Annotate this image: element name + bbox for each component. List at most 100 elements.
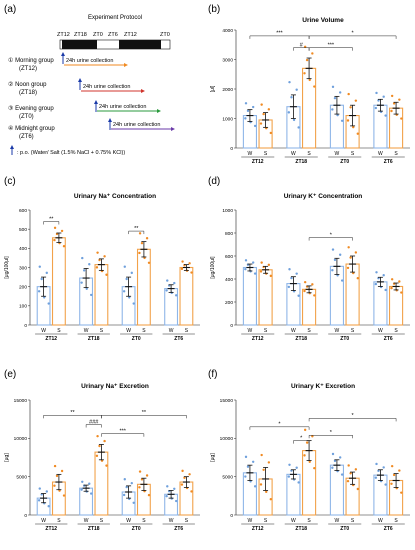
x-category-label-e-ZT18: ZT18 bbox=[88, 526, 100, 532]
point-c bbox=[53, 238, 56, 242]
point-b bbox=[287, 111, 291, 114]
point-d bbox=[400, 291, 403, 294]
point-b bbox=[267, 108, 271, 111]
y-tick-label-c: 0 bbox=[24, 323, 27, 329]
point-f bbox=[347, 464, 350, 467]
timeline-label-zt18: ZT18 bbox=[74, 32, 87, 38]
timeline-bar bbox=[59, 39, 171, 50]
x-category-label-b-ZT0: ZT0 bbox=[340, 159, 349, 165]
point-b bbox=[377, 99, 380, 102]
point-e bbox=[53, 464, 57, 468]
point-c bbox=[181, 260, 184, 263]
point-f bbox=[331, 452, 335, 456]
point-d bbox=[259, 270, 263, 273]
group-1-label: ① Morning group bbox=[8, 57, 54, 64]
point-d bbox=[295, 272, 298, 275]
x-sublabel-e: S bbox=[142, 518, 146, 524]
point-c bbox=[128, 296, 131, 299]
point-e bbox=[55, 474, 59, 478]
point-c bbox=[88, 263, 91, 266]
significance-label-b: * bbox=[352, 31, 355, 37]
point-b bbox=[253, 124, 257, 128]
bar-d-ZT6-W bbox=[373, 281, 388, 326]
group-1-collection-arrow bbox=[124, 63, 128, 67]
timeline-label-zt6: ZT6 bbox=[108, 32, 118, 38]
chart-f: Urinary K⁺ Excretion [μg] 0 5000 10000 15000 W… bbox=[210, 383, 410, 532]
point-d bbox=[340, 279, 344, 282]
x-sublabel-e: S bbox=[57, 518, 61, 524]
timeline-label-zt12: ZT12 bbox=[57, 32, 70, 38]
point-b bbox=[269, 131, 272, 135]
point-e bbox=[180, 483, 184, 486]
bar-d-ZT12-S bbox=[258, 269, 273, 326]
x-sublabel-e: W bbox=[84, 518, 89, 524]
y-tick-label-c: 100 bbox=[19, 304, 27, 310]
x-sublabel-f: S bbox=[394, 518, 398, 524]
point-c bbox=[188, 262, 191, 265]
point-f bbox=[269, 498, 272, 501]
y-tick-label-e: 10000 bbox=[14, 436, 28, 442]
point-e bbox=[122, 493, 126, 497]
point-c bbox=[45, 271, 48, 275]
point-f bbox=[377, 469, 380, 473]
point-e bbox=[138, 470, 142, 473]
x-category-label-d-ZT12: ZT12 bbox=[252, 336, 264, 342]
point-e bbox=[103, 439, 106, 443]
point-b bbox=[260, 103, 263, 106]
point-d bbox=[260, 261, 263, 264]
point-c bbox=[173, 281, 176, 285]
group-3-arrow-head bbox=[94, 100, 98, 104]
bar-c-ZT6-W bbox=[164, 288, 179, 326]
chart-d: Urinary K⁺ Concentration [μg/100μl] 0 200 40… bbox=[210, 193, 410, 342]
point-c bbox=[138, 251, 141, 255]
point-e bbox=[80, 488, 83, 491]
significance-label-b: *** bbox=[276, 31, 283, 37]
group-3-collection-arrow bbox=[157, 109, 161, 113]
point-e bbox=[165, 494, 168, 498]
significance-bracket-f bbox=[308, 435, 353, 439]
point-c bbox=[60, 229, 64, 233]
point-d bbox=[288, 268, 291, 271]
x-sublabel-c: S bbox=[142, 328, 146, 334]
x-sublabel-c: S bbox=[185, 328, 189, 334]
point-d bbox=[287, 285, 291, 289]
point-c bbox=[40, 277, 43, 281]
chart-title-b: Urine Volume bbox=[302, 17, 344, 24]
point-d bbox=[382, 274, 385, 277]
point-d bbox=[251, 261, 255, 264]
point-b bbox=[346, 119, 350, 122]
point-d bbox=[303, 289, 306, 293]
point-d bbox=[297, 294, 300, 297]
point-e bbox=[145, 474, 149, 477]
point-f bbox=[287, 475, 291, 478]
point-d bbox=[346, 266, 350, 270]
bar-c-ZT18-S bbox=[94, 264, 109, 326]
point-d bbox=[338, 253, 342, 256]
point-b bbox=[352, 125, 355, 129]
chart-c: Urinary Na⁺ Concentration [μg/100μl] 0 100 2… bbox=[4, 193, 200, 342]
point-c bbox=[130, 271, 133, 275]
point-c bbox=[47, 302, 50, 305]
panel-label-b: (b) bbox=[208, 4, 220, 15]
x-sublabel-f: S bbox=[307, 518, 311, 524]
significance-bracket-f bbox=[249, 426, 310, 430]
y-axis-label-b: [μl] bbox=[210, 85, 216, 92]
point-b bbox=[349, 106, 352, 109]
group-3-zt: (ZT0) bbox=[19, 114, 34, 120]
point-e bbox=[130, 481, 133, 485]
point-f bbox=[390, 464, 394, 468]
significance-bracket-d bbox=[308, 237, 353, 241]
point-f bbox=[244, 475, 247, 478]
x-sublabel-d: W bbox=[378, 328, 383, 334]
point-c bbox=[165, 289, 168, 292]
point-e bbox=[175, 499, 178, 503]
point-b bbox=[382, 95, 385, 98]
point-d bbox=[267, 263, 271, 267]
group-4-bar-label: 24h urine collection bbox=[113, 122, 160, 128]
point-e bbox=[38, 487, 41, 490]
point-c bbox=[96, 251, 99, 254]
timeline-label-zt0: ZT0 bbox=[93, 32, 103, 38]
point-d bbox=[349, 256, 352, 259]
point-b bbox=[290, 96, 293, 99]
